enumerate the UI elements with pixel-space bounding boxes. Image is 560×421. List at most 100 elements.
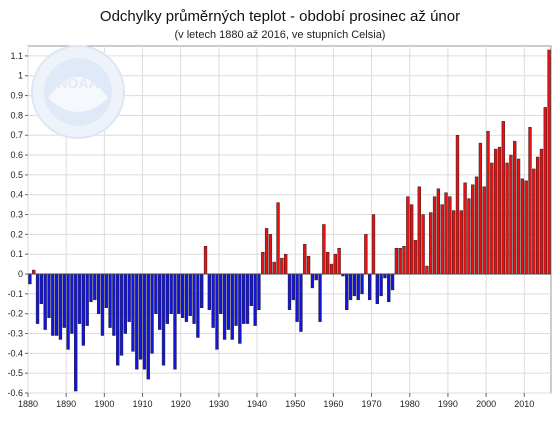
bar-1993: [459, 210, 463, 275]
bar-1950: [295, 273, 299, 322]
bar-1914: [158, 273, 162, 330]
bar-1957: [322, 224, 326, 275]
bar-2001: [490, 162, 494, 275]
bar-2013: [535, 156, 540, 275]
x-tick-label: 1960: [323, 399, 343, 409]
bar-1949: [291, 273, 295, 301]
bar-1941: [261, 251, 265, 275]
bar-1925: [200, 273, 204, 308]
bar-1958: [326, 251, 330, 275]
bar-1918: [173, 273, 177, 370]
bar-1970: [371, 214, 376, 275]
bar-1922: [188, 273, 192, 316]
bar-1988: [440, 204, 444, 275]
bar-1967: [360, 273, 364, 295]
bar-1974: [387, 273, 391, 303]
bar-1883: [39, 273, 44, 305]
bar-1929: [215, 273, 219, 350]
bar-1986: [432, 196, 437, 275]
x-tick-label: 1940: [247, 399, 267, 409]
y-tick-label: 0.3: [10, 210, 23, 220]
bar-1911: [146, 273, 150, 380]
bar-1999: [482, 186, 486, 275]
bar-2009: [520, 178, 525, 275]
y-tick-label: 0.2: [10, 229, 23, 239]
bar-1956: [318, 273, 322, 322]
noaa-logo-watermark: NOAA: [31, 45, 125, 139]
bar-1899: [100, 273, 105, 336]
bar-1895: [85, 273, 89, 326]
y-tick-label: 0: [18, 269, 23, 279]
bar-1915: [161, 273, 166, 366]
bar-1904: [119, 273, 124, 356]
bar-1982: [417, 186, 421, 275]
bar-1966: [356, 273, 360, 301]
chart-title: Odchylky průměrných teplot - období pros…: [99, 8, 461, 25]
x-tick-label: 2010: [514, 399, 534, 409]
bar-2014: [539, 148, 544, 275]
bar-2012: [532, 168, 536, 275]
bar-1984: [425, 265, 429, 275]
bar-1908: [135, 273, 139, 370]
bar-1907: [131, 273, 135, 352]
noaa-logo-bird: [48, 77, 108, 112]
bar-1946: [280, 257, 284, 275]
bar-1935: [238, 273, 242, 344]
bar-1920: [180, 273, 185, 318]
bar-1884: [43, 273, 47, 330]
bar-2006: [509, 154, 513, 275]
bar-2005: [505, 162, 509, 275]
bar-1885: [47, 273, 51, 318]
bar-1897: [93, 273, 97, 301]
bar-2003: [497, 146, 502, 275]
bar-1932: [226, 273, 231, 330]
bar-1944: [272, 261, 276, 275]
bar-1894: [81, 273, 86, 346]
y-tick-label: -0.5: [7, 368, 23, 378]
bar-1939: [253, 273, 257, 326]
bar-1913: [154, 273, 158, 314]
bar-1930: [219, 273, 223, 314]
bar-2008: [516, 158, 521, 275]
bar-1998: [478, 142, 483, 275]
bar-1991: [451, 210, 456, 275]
bar-1994: [463, 182, 467, 275]
bar-1905: [123, 273, 128, 334]
bar-1903: [116, 273, 120, 366]
y-tick-label: 1.1: [10, 51, 23, 61]
bar-1880: [28, 273, 32, 285]
bar-1948: [287, 273, 292, 310]
bar-1896: [89, 273, 93, 303]
x-tick-label: 1890: [56, 399, 76, 409]
bar-1898: [96, 273, 101, 314]
bar-1960: [333, 253, 337, 275]
bar-1909: [138, 273, 143, 360]
bar-1980: [410, 204, 414, 275]
bar-2011: [528, 127, 532, 275]
bar-1934: [234, 273, 238, 326]
bar-1953: [306, 255, 311, 275]
y-tick-label: 0.7: [10, 130, 23, 140]
bar-1888: [58, 273, 63, 340]
y-tick-label: -0.3: [7, 329, 23, 339]
bar-1955: [314, 273, 318, 281]
bar-2015: [543, 107, 547, 275]
bar-1997: [474, 176, 479, 275]
bar-1901: [108, 273, 112, 328]
axis-layer: 1.1 1 0.9 0.8 0.7 0.6 0.5 0.4 0.3 0.2 0.1 0 -0.1 -0.2…: [7, 51, 551, 409]
bar-1917: [169, 273, 173, 314]
bar-1921: [184, 273, 189, 322]
bar-1902: [112, 273, 116, 336]
x-tick-label: 1990: [438, 399, 458, 409]
bar-1964: [348, 273, 353, 301]
noaa-logo-text: NOAA: [57, 75, 98, 91]
x-tick-label: 1900: [94, 399, 114, 409]
x-tick-label: 1910: [133, 399, 153, 409]
bar-1968: [364, 234, 368, 275]
y-tick-label: 1: [18, 71, 23, 81]
bar-1933: [230, 273, 234, 340]
bar-1975: [390, 273, 395, 291]
bar-1916: [165, 273, 169, 324]
x-tick-label: 1930: [209, 399, 229, 409]
bar-1981: [413, 240, 418, 275]
